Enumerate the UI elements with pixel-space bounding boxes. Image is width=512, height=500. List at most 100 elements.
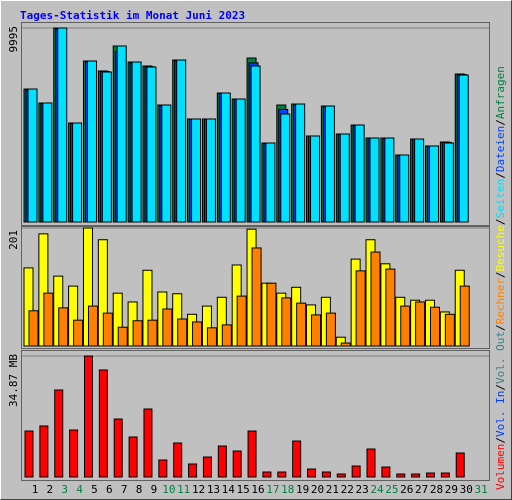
legend-entry: Seiten [494, 179, 507, 219]
x-tick-label: 23 [356, 483, 369, 496]
bar [325, 312, 336, 347]
bar [202, 456, 212, 478]
x-tick-label: 15 [237, 483, 250, 496]
legend-separator: / [494, 218, 507, 225]
x-tick-label: 24 [370, 483, 384, 496]
bar [235, 98, 246, 223]
bar [87, 305, 98, 347]
x-tick-label: 30 [460, 483, 473, 496]
legend-separator: / [494, 384, 507, 391]
bar [232, 450, 242, 478]
x-tick-label: 13 [207, 483, 220, 496]
bar [459, 285, 470, 347]
x-tick-label: 22 [341, 483, 354, 496]
bar [440, 472, 450, 478]
bar [131, 61, 142, 223]
x-tick-label: 10 [162, 483, 175, 496]
bar [188, 463, 198, 478]
chart-title: Tages-Statistik im Monat Juni 2023 [20, 9, 245, 22]
legend-separator: / [494, 324, 507, 331]
bar [83, 355, 93, 478]
bar [69, 429, 79, 478]
bar [310, 135, 321, 223]
x-tick-label: 7 [121, 483, 128, 496]
bar [411, 473, 421, 478]
legend-entry: Vol. In [494, 391, 507, 437]
bar [39, 425, 49, 478]
bar [428, 145, 439, 223]
bar [414, 138, 425, 223]
x-tick-label: 3 [61, 483, 68, 496]
bar [265, 142, 276, 223]
x-tick-label: 26 [400, 483, 413, 496]
x-tick-label: 8 [136, 483, 143, 496]
y-tick-label: 9995 [7, 26, 20, 53]
bar [277, 471, 287, 478]
x-tick-label: 29 [445, 483, 458, 496]
bar [366, 448, 376, 478]
legend-separator: / [494, 437, 507, 444]
bar [162, 308, 173, 347]
bar [385, 268, 396, 347]
bar [236, 295, 247, 347]
bar [295, 103, 306, 223]
bar [98, 369, 108, 478]
legend-separator: / [494, 271, 507, 278]
bar [192, 321, 203, 347]
x-tick-label: 2 [47, 483, 54, 496]
legend-entry: Besuche [494, 225, 507, 271]
bar [177, 318, 188, 347]
bar [86, 60, 97, 223]
bar [458, 74, 469, 223]
bar [147, 319, 158, 347]
x-tick-label: 21 [326, 483, 339, 496]
bar [173, 442, 183, 478]
bar [220, 92, 231, 223]
bar [307, 468, 317, 478]
x-tick-label: 27 [415, 483, 428, 496]
bar [370, 251, 381, 347]
bar [73, 319, 84, 347]
bar [72, 122, 83, 223]
bar [280, 113, 291, 223]
panel-frame [21, 226, 490, 349]
bar [296, 302, 307, 347]
bar [247, 430, 257, 478]
bar [27, 88, 38, 223]
bar [205, 118, 216, 223]
x-tick-label: 11 [177, 483, 190, 496]
panel-frame [21, 350, 490, 481]
bar [340, 342, 351, 347]
bar [281, 297, 292, 347]
bar [266, 282, 277, 347]
bar [429, 306, 440, 347]
bar [221, 324, 232, 347]
y-tick-label: 34.87 MB [7, 354, 20, 407]
bar [354, 124, 365, 223]
bar [102, 312, 113, 347]
bar [43, 292, 54, 347]
bar [161, 104, 172, 223]
bar [58, 307, 69, 347]
x-tick-label: 9 [151, 483, 158, 496]
bar [206, 327, 217, 347]
bar [381, 466, 391, 478]
legend: Volumen/Vol. In/Vol. Out/Rechner/Besuche… [494, 66, 507, 490]
bar [399, 154, 410, 223]
bar [116, 45, 127, 223]
x-tick-label: 18 [281, 483, 294, 496]
bar [400, 305, 411, 347]
legend-separator: / [494, 119, 507, 126]
bar [425, 472, 435, 478]
bar [321, 471, 331, 478]
bar [57, 27, 68, 223]
legend-entry: Rechner [494, 278, 507, 325]
bar [369, 137, 380, 223]
bar [262, 471, 272, 478]
legend-entry: Anfragen [494, 66, 507, 119]
x-tick-label: 14 [222, 483, 236, 496]
x-tick-label: 17 [266, 483, 279, 496]
